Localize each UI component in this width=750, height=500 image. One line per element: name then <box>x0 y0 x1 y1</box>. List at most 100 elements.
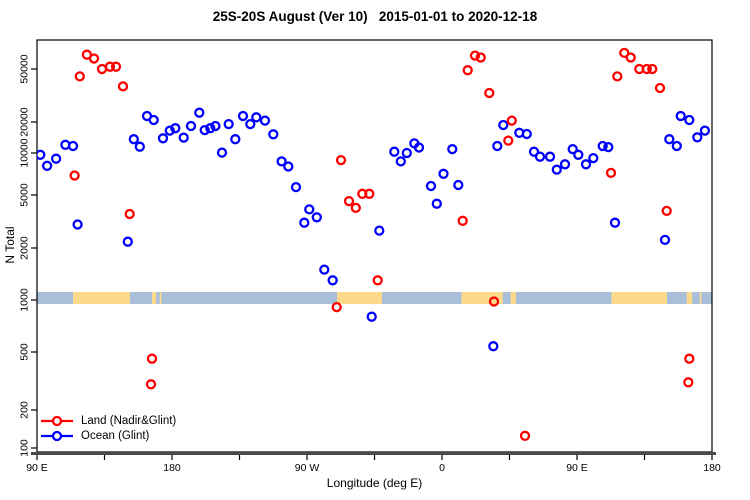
map-strip-land <box>151 292 157 304</box>
data-point-land <box>74 71 85 82</box>
data-point-ocean <box>559 159 571 170</box>
data-point-ocean <box>544 151 556 162</box>
data-point-ocean <box>148 114 159 126</box>
data-point-land <box>661 205 672 217</box>
map-strip-land <box>461 292 503 304</box>
legend-label-land: Land (Nadir&Glint) <box>81 414 177 427</box>
map-strip-land <box>159 292 162 304</box>
map-strip-land <box>611 292 667 304</box>
data-point-ocean <box>395 156 406 167</box>
data-point-ocean <box>534 151 546 162</box>
data-point-land <box>350 202 361 214</box>
data-point-land <box>104 61 116 72</box>
data-point-ocean <box>609 217 621 228</box>
x-tick-label: 90 E <box>26 462 48 474</box>
legend-item-land: Land (Nadir&Glint) <box>40 413 176 428</box>
data-point-ocean <box>268 129 279 140</box>
y-tick-label: 500 <box>19 343 31 361</box>
data-point-ocean <box>684 114 695 126</box>
data-point-ocean <box>230 134 241 145</box>
y-tick-label: 200 <box>19 401 31 419</box>
data-point-ocean <box>283 161 294 172</box>
data-point-ocean <box>223 118 234 130</box>
data-point-ocean <box>521 128 532 140</box>
data-point-land <box>475 52 486 63</box>
x-tick-label: 0 <box>439 462 445 474</box>
data-point-land <box>605 167 617 179</box>
data-point-ocean <box>67 140 79 152</box>
x-tick-label: 90 W <box>295 462 320 474</box>
data-point-ocean <box>447 143 458 155</box>
x-tick-label: 180 <box>703 462 721 474</box>
data-point-land <box>647 63 658 75</box>
legend-label-ocean: Ocean (Glint) <box>81 429 150 442</box>
data-point-ocean <box>699 125 711 136</box>
y-tick-label: 10000 <box>19 138 31 167</box>
data-point-ocean <box>327 275 338 286</box>
data-point-land <box>69 170 80 181</box>
data-point-ocean <box>603 141 614 153</box>
data-point-ocean <box>178 132 189 143</box>
data-point-ocean <box>72 219 83 230</box>
data-point-ocean <box>157 133 169 144</box>
y-tick-label: 5000 <box>19 183 31 207</box>
data-point-ocean <box>311 212 322 223</box>
data-point-ocean <box>216 147 228 158</box>
data-point-land <box>124 208 135 220</box>
data-point-land <box>506 115 517 126</box>
x-tick-label: 180 <box>163 462 181 474</box>
map-strip-land <box>337 292 382 304</box>
map-strip-land <box>73 292 130 304</box>
data-point-ocean <box>488 341 499 352</box>
data-point-ocean <box>425 180 437 192</box>
y-tick-label: 50000 <box>19 54 31 83</box>
data-point-land <box>619 47 630 59</box>
data-point-land <box>462 65 473 76</box>
data-point-land <box>641 63 652 75</box>
data-point-ocean <box>675 110 686 122</box>
data-point-land <box>612 71 623 82</box>
ocean-marker-icon <box>41 430 73 441</box>
chart-title: 25S-20S August (Ver 10) 2015-01-01 to 20… <box>212 9 538 24</box>
y-axis-ticks: 100 200 500 1000 2000 5000 10000 20000 50000 <box>19 54 37 457</box>
data-point-ocean <box>431 198 442 209</box>
y-tick-label: 2000 <box>19 236 31 260</box>
data-point-land <box>88 53 100 64</box>
data-point-ocean <box>438 168 449 179</box>
data-point-ocean <box>237 110 249 122</box>
data-point-land <box>335 154 347 166</box>
data-point-ocean <box>528 146 540 157</box>
data-point-land <box>145 379 157 390</box>
data-point-land <box>503 135 514 146</box>
map-strip-land <box>510 292 516 304</box>
data-point-ocean <box>41 160 53 171</box>
land-marker-icon <box>41 415 73 426</box>
data-point-land <box>146 353 158 364</box>
data-point-ocean <box>50 153 62 164</box>
data-point-land <box>684 353 695 364</box>
data-point-ocean <box>671 140 682 152</box>
data-point-land <box>372 275 383 286</box>
data-point-ocean <box>259 115 271 126</box>
data-point-ocean <box>453 179 464 191</box>
data-point-land <box>519 430 531 441</box>
data-point-ocean <box>37 149 46 160</box>
data-point-ocean <box>573 149 584 160</box>
data-points <box>37 47 711 441</box>
data-point-ocean <box>134 141 145 152</box>
data-point-ocean <box>210 120 221 132</box>
data-point-ocean <box>580 159 592 170</box>
data-point-land <box>683 377 694 388</box>
y-tick-label: 20000 <box>19 107 31 136</box>
data-point-ocean <box>205 123 216 134</box>
data-point-ocean <box>276 156 287 167</box>
y-tick-label: 100 <box>19 439 31 457</box>
data-point-land <box>484 87 495 99</box>
data-point-ocean <box>164 125 175 136</box>
x-axis-ticks: 90 E 180 90 W 0 90 E 180 <box>26 455 721 474</box>
data-point-ocean <box>374 225 385 236</box>
x-tick-label: 90 E <box>566 462 588 474</box>
data-point-ocean <box>245 118 256 130</box>
